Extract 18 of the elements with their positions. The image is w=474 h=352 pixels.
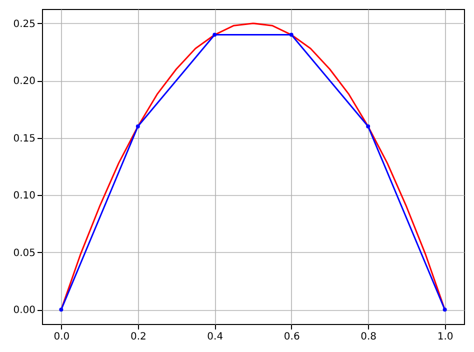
point [289, 32, 294, 37]
x-tick-label: 0.4 [207, 332, 224, 342]
y-tick-label: 0.05 [13, 248, 36, 259]
y-tick-label: 0.00 [13, 305, 36, 316]
x-tick-label: 0.6 [284, 332, 300, 342]
point [366, 124, 370, 128]
y-tick-label: 0.10 [13, 190, 36, 202]
y-tick-label: 0.15 [13, 133, 36, 144]
y-tick-label: 0.20 [13, 76, 36, 88]
x-tick-label: 1.0 [437, 332, 454, 342]
point [136, 124, 140, 128]
x-tick-label: 0.0 [54, 332, 70, 342]
point [442, 308, 447, 312]
y-tick-label: 0.25 [13, 18, 36, 30]
x-tick-label: 0.8 [360, 332, 377, 342]
point [212, 32, 217, 37]
point [59, 308, 64, 312]
x-tick-label: 0.2 [130, 332, 146, 342]
